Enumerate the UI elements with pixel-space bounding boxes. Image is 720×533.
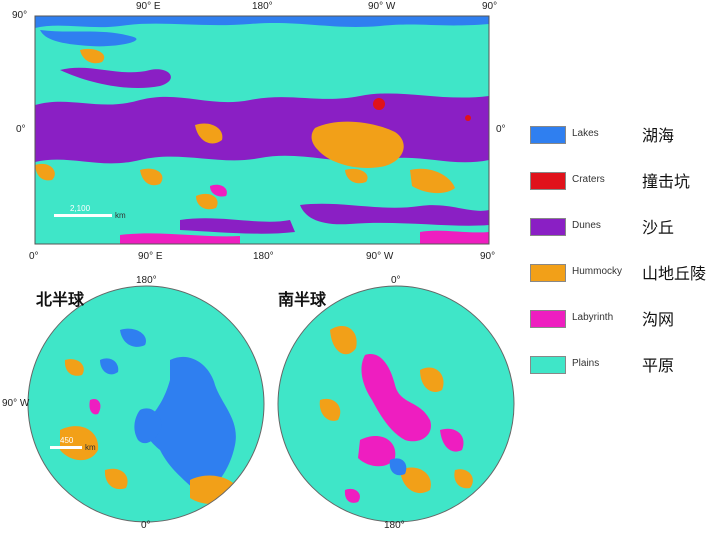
- top-lat-label: 90°: [12, 10, 28, 21]
- north-bottom-label: 0°: [141, 520, 151, 531]
- labyrinth-region: [210, 184, 227, 197]
- lakes-region: [389, 458, 407, 476]
- legend-label-zh: 山地丘陵: [642, 264, 707, 283]
- south-bottom-label: 180°: [384, 520, 405, 531]
- south-top-label: 0°: [391, 275, 401, 286]
- legend-label-zh: 沟网: [642, 310, 675, 329]
- north-left-label: 90° W: [2, 398, 30, 409]
- labyrinth-region: [89, 398, 101, 415]
- legend-swatch: [530, 126, 566, 144]
- north-top-label: 180°: [136, 275, 157, 286]
- hummocky-region: [410, 168, 455, 194]
- lakes-region: [100, 358, 119, 375]
- legend-label-en: Plains: [572, 358, 600, 369]
- labyrinth-region: [420, 230, 489, 244]
- labyrinth-region: [361, 354, 431, 442]
- crater-marker: [465, 115, 471, 121]
- legend-item-lakes: Lakes 湖海: [530, 118, 715, 164]
- bottom-lon-label: 90° W: [366, 251, 394, 262]
- legend-swatch: [530, 264, 566, 282]
- bottom-lon-label: 90°: [480, 251, 496, 262]
- hummocky-region: [60, 426, 99, 461]
- legend-item-craters: Craters 撞击坑: [530, 164, 715, 210]
- lakes-region: [134, 408, 162, 444]
- legend-label-zh: 湖海: [642, 126, 675, 145]
- legend-swatch: [530, 218, 566, 236]
- legend-label-en: Dunes: [572, 220, 601, 231]
- dunes-belt: [180, 218, 295, 234]
- legend-label-zh: 撞击坑: [642, 172, 691, 191]
- legend-swatch: [530, 310, 566, 328]
- top-map-frame: [34, 15, 490, 245]
- bottom-lon-label: 90° E: [138, 251, 163, 262]
- north-scale-unit: km: [85, 443, 96, 452]
- hummocky-region: [195, 123, 223, 144]
- legend-item-labyrinth: Labyrinth 沟网: [530, 302, 715, 348]
- north-scale-value: 450: [60, 436, 74, 445]
- north-polar-frame: [27, 285, 265, 523]
- top-scale-bar: [54, 214, 112, 217]
- hummocky-region: [400, 467, 431, 494]
- hummocky-region: [35, 163, 55, 181]
- south-hemisphere-title: 南半球: [278, 290, 327, 309]
- top-lon-label: 90°: [482, 1, 498, 12]
- north-hemisphere-title: 北半球: [36, 290, 85, 309]
- hummocky-region: [345, 168, 368, 184]
- south-polar-frame: [277, 285, 515, 523]
- global-terrain-map: [35, 16, 489, 244]
- lakes-region: [145, 356, 236, 495]
- labyrinth-region: [358, 436, 396, 467]
- legend-swatch: [530, 172, 566, 190]
- legend-label-en: Craters: [572, 174, 605, 185]
- bottom-lon-label: 180°: [253, 251, 274, 262]
- hummocky-region: [80, 48, 105, 64]
- dunes-belt: [300, 203, 489, 226]
- hummocky-region: [140, 168, 163, 186]
- bottom-lon-label: 0°: [29, 251, 39, 262]
- hummocky-region: [454, 469, 473, 489]
- hummocky-region: [64, 359, 84, 376]
- map-legend: Lakes 湖海 Craters 撞击坑 Dunes 沙丘 Hummocky 山…: [530, 118, 715, 394]
- north-lakes-region: [35, 16, 489, 28]
- labyrinth-region: [440, 428, 464, 452]
- legend-item-hummocky: Hummocky 山地丘陵: [530, 256, 715, 302]
- top-scale-unit: km: [115, 211, 126, 220]
- hummocky-region: [319, 398, 341, 421]
- labyrinth-region: [120, 233, 240, 244]
- lakes-region: [120, 328, 146, 347]
- hummocky-region: [420, 367, 444, 392]
- dunes-belt: [60, 67, 171, 89]
- legend-item-dunes: Dunes 沙丘: [530, 210, 715, 256]
- crater-marker: [373, 98, 385, 110]
- north-lakes-region: [40, 30, 137, 47]
- legend-label-en: Lakes: [572, 128, 599, 139]
- hummocky-region: [330, 326, 357, 355]
- legend-swatch: [530, 356, 566, 374]
- hummocky-region: [311, 121, 404, 169]
- labyrinth-region: [344, 488, 360, 503]
- hummocky-region: [196, 193, 218, 210]
- top-lon-label: 180°: [252, 1, 273, 12]
- north-polar-map: [28, 286, 264, 522]
- hummocky-region: [104, 468, 128, 490]
- top-lat-mid-left-label: 0°: [16, 124, 26, 135]
- legend-label-zh: 平原: [642, 356, 675, 375]
- legend-label-zh: 沙丘: [642, 218, 675, 237]
- south-polar-map: [278, 286, 514, 522]
- legend-label-en: Hummocky: [572, 266, 623, 277]
- top-lat-mid-right-label: 0°: [496, 124, 506, 135]
- top-lon-label: 90° W: [368, 1, 396, 12]
- top-scale-value: 2,100: [70, 204, 91, 213]
- legend-label-en: Labyrinth: [572, 312, 614, 323]
- legend-item-plains: Plains 平原: [530, 348, 715, 394]
- top-lon-label: 90° E: [136, 1, 161, 12]
- north-scale-bar: [50, 446, 82, 449]
